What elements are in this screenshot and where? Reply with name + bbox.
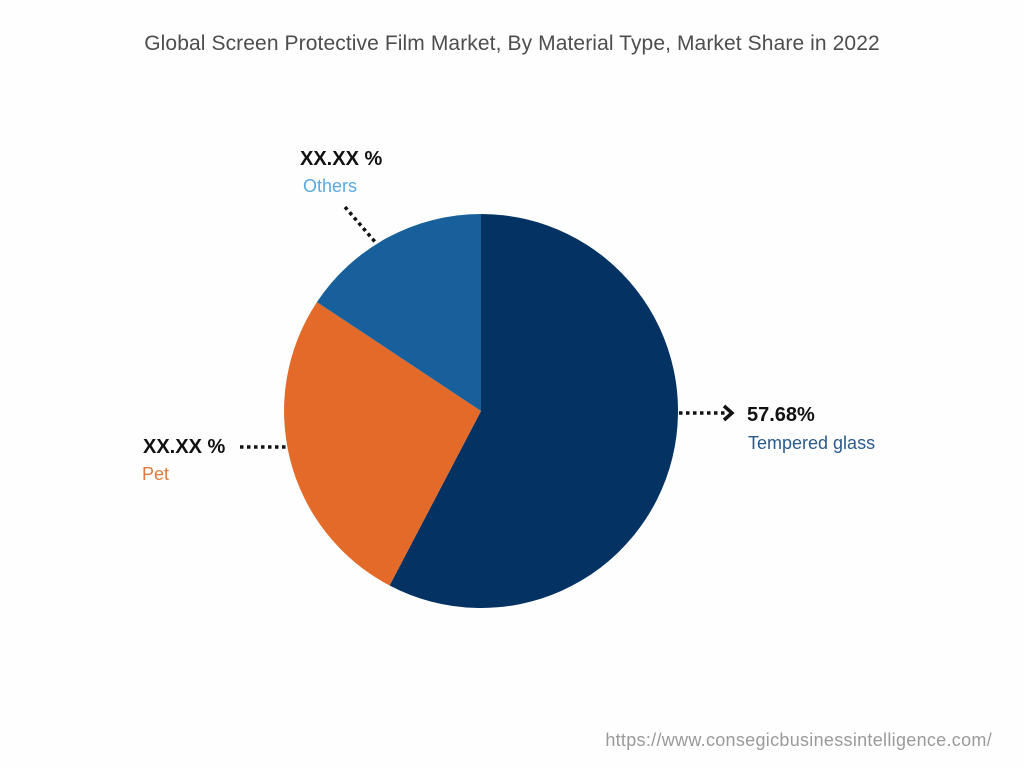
others-value: XX.XX %	[300, 148, 383, 170]
pet-label: Pet	[142, 464, 170, 484]
others-label: Others	[303, 176, 358, 196]
leader-line-others	[343, 205, 378, 245]
tempered-glass-value: 57.68%	[747, 404, 815, 426]
arrow-icon	[722, 404, 735, 422]
slice-tempered-glass	[389, 214, 679, 608]
chart-title: Global Screen Protective Film Market, By…	[144, 32, 880, 55]
slice-others	[316, 214, 481, 411]
slice-pet	[284, 302, 481, 586]
tempered-glass-label: Tempered glass	[748, 433, 876, 453]
pet-value: XX.XX %	[143, 436, 226, 458]
source-url: https://www.consegicbusinessintelligence…	[605, 730, 992, 750]
